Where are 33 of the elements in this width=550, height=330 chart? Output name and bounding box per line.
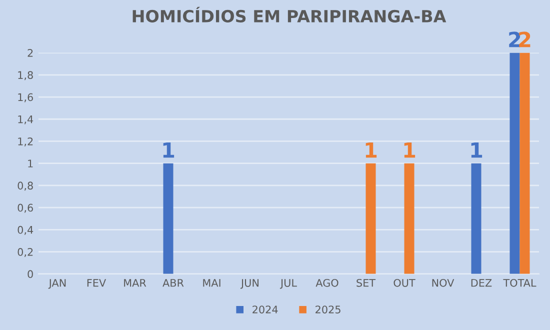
y-tick-label: 1: [28, 160, 33, 168]
x-tick-label: ABR: [162, 279, 184, 287]
y-tick-label: 1,8: [18, 71, 33, 80]
x-tick-label: JAN: [48, 279, 66, 289]
x-tick-label: DEZ: [471, 279, 492, 287]
data-label: 2: [509, 32, 520, 48]
y-tick-label: 1,6: [18, 93, 33, 102]
y-tick-label: 1,2: [18, 137, 33, 146]
y-tick-label: 1,4: [18, 115, 34, 124]
x-tick-label: JUL: [280, 279, 297, 289]
y-tick-label: 0,6: [18, 204, 33, 213]
x-tick-label: MAI: [203, 279, 220, 287]
data-label: 1: [471, 142, 482, 158]
data-label: 1: [404, 142, 416, 158]
x-tick-label: NOV: [432, 278, 454, 287]
x-tick-label: TOTAL: [503, 278, 536, 287]
x-tick-label: OUT: [394, 278, 416, 287]
x-tick-label: MAR: [124, 279, 146, 287]
legend-label: 2025: [316, 306, 340, 314]
y-tick-label: 0,2: [18, 248, 33, 257]
y-tick-label: 0: [28, 270, 33, 278]
x-tick-label: AGO: [316, 278, 338, 287]
x-tick-label: FEV: [87, 279, 106, 287]
x-tick-label: JUN: [240, 279, 258, 289]
x-tick-label: SET: [356, 278, 376, 287]
data-label: 2: [519, 32, 530, 48]
y-tick-label: 0,8: [18, 182, 33, 191]
data-label: 1: [366, 142, 377, 158]
chart-title: HOMICÍDIOS EM PARIPIRANGA-BA: [132, 6, 446, 22]
y-tick-label: 0,4: [18, 226, 34, 235]
data-label: 1: [163, 142, 174, 158]
legend-label: 2024: [252, 306, 278, 314]
y-tick-label: 2: [28, 49, 33, 57]
